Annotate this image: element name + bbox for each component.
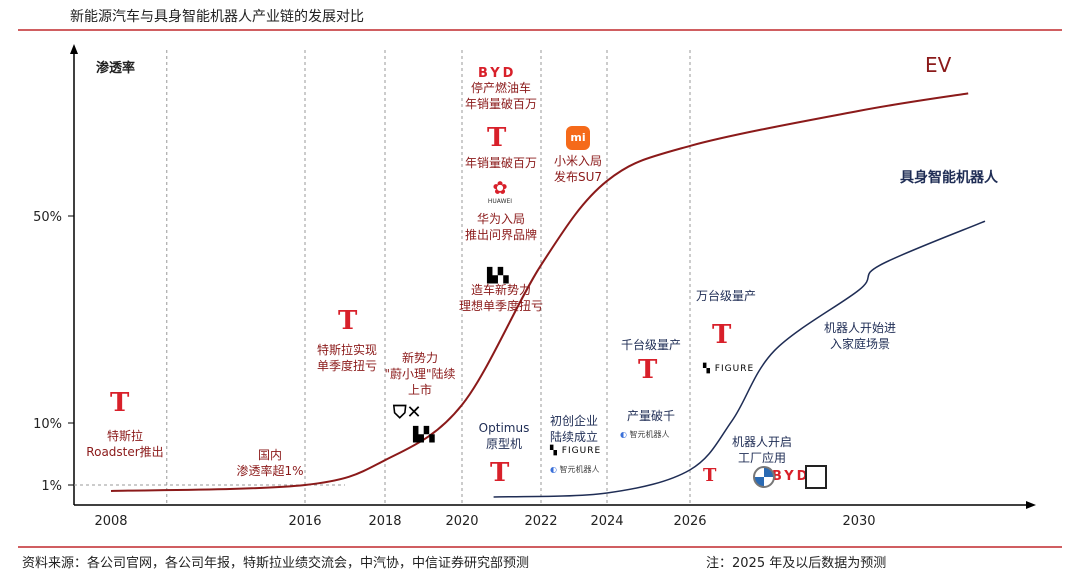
- series-label-robot: 具身智能机器人: [899, 169, 999, 186]
- annotation-line: 万台级量产: [695, 289, 756, 303]
- agibot-logo: ◐ 智元机器人: [550, 465, 600, 474]
- annotation-line: Roadster推出: [86, 445, 164, 459]
- annotation-factory: 机器人开启 工厂应用: [702, 434, 822, 466]
- x-tick-label: 2018: [368, 514, 401, 529]
- annotation-line: 入家庭场景: [829, 337, 890, 351]
- x-tick-label: 2016: [288, 514, 321, 529]
- y-tick-label: 1%: [41, 479, 62, 494]
- bmw-logo: [753, 466, 775, 488]
- huawei-logo: ✿ HUAWEI: [487, 178, 513, 206]
- footer-source: 资料来源：各公司官网，各公司年报，特斯拉业绩交流会，中汽协，中信证券研究部预测: [22, 556, 530, 571]
- x-tick-label: 2020: [445, 514, 478, 529]
- byd-logo: BYD: [478, 66, 517, 81]
- annotation-line: 工厂应用: [737, 451, 786, 465]
- y-tick-label: 50%: [33, 210, 62, 225]
- series-label-ev: EV: [925, 53, 952, 77]
- byd-logo: BYD: [772, 469, 811, 484]
- ev-curve: [110, 92, 969, 492]
- annotation-a2021c: 华为入局推出问界品牌: [441, 211, 561, 243]
- annotation-optimus: Optimus 原型机: [444, 420, 564, 452]
- annotation-line: 机器人开启: [731, 435, 792, 449]
- annotation-home: 机器人开始进 入家庭场景: [800, 320, 920, 352]
- annotation-line: 年销量破百万: [464, 97, 537, 111]
- tesla-logo: T: [490, 458, 510, 488]
- annotation-line: 造车新势力: [470, 283, 531, 297]
- annotation-a2016: 国内渗透率超1%: [210, 447, 330, 479]
- annotation-a2008: 特斯拉 Roadster推出: [65, 428, 185, 460]
- figure-logo: ▚ FIGURE: [550, 446, 602, 456]
- annotation-line: 理想单季度扭亏: [458, 299, 543, 313]
- x-axis-arrow: [1026, 501, 1036, 509]
- annotation-line: 陆续成立: [549, 430, 598, 444]
- nio-xpeng-li-logos: ⛉✕ ▙▚: [393, 402, 435, 443]
- annotation-a2019: 新势力 "蔚小理"陆续 上市: [360, 350, 480, 398]
- chart-title: 新能源汽车与具身智能机器人产业链的发展对比: [70, 8, 364, 25]
- annotation-line: 上市: [407, 383, 432, 397]
- tesla-logo: T: [338, 306, 358, 336]
- annotation-a2021b: 年销量破百万: [441, 155, 561, 171]
- annotation-line: 千台级量产: [620, 338, 681, 352]
- agibot-logo: ◐ 智元机器人: [620, 430, 670, 439]
- xiaomi-logo: mi: [566, 126, 590, 150]
- annotation-line: 渗透率超1%: [236, 464, 304, 478]
- annotation-line: 华为入局: [476, 212, 525, 226]
- x-tick-label: 2008: [94, 514, 127, 529]
- y-axis-arrow: [70, 44, 78, 54]
- annotation-line: 特斯拉实现: [316, 343, 377, 357]
- annotation-line: 小米入局: [553, 154, 602, 168]
- footer-note: 注：2025 年及以后数据为预测: [706, 556, 887, 571]
- annotation-line: 年销量破百万: [464, 156, 537, 170]
- li-auto-logo: ▙▚: [487, 268, 509, 284]
- robot-curve: [493, 220, 986, 498]
- tesla-logo: T: [638, 355, 658, 385]
- annotation-line: 特斯拉: [106, 429, 143, 443]
- annotation-a2021d: 造车新势力理想单季度扭亏: [441, 282, 561, 314]
- annotation-line: 发布SU7: [553, 170, 603, 184]
- annotation-prod1000: 产量破千: [591, 408, 711, 424]
- tesla-logo: T: [712, 320, 732, 350]
- x-tick-label: 2024: [590, 514, 623, 529]
- annotation-k10000: 万台级量产: [666, 288, 786, 304]
- annotation-line: "蔚小理"陆续: [384, 367, 456, 381]
- tesla-logo: T: [487, 123, 507, 153]
- tesla-logo: T: [703, 465, 717, 486]
- x-tick-label: 2030: [842, 514, 875, 529]
- ubtech-logo: [805, 465, 827, 489]
- annotation-a2017: 特斯拉实现单季度扭亏: [287, 342, 407, 374]
- x-tick-label: 2022: [524, 514, 557, 529]
- y-tick-label: 10%: [33, 417, 62, 432]
- annotation-line: 新势力: [401, 351, 438, 365]
- annotation-line: 初创企业: [549, 414, 598, 428]
- annotation-line: 单季度扭亏: [316, 359, 377, 373]
- annotation-a2023: 小米入局发布SU7: [518, 153, 638, 185]
- figure-logo: ▚ FIGURE: [703, 364, 755, 374]
- x-tick-label: 2026: [673, 514, 706, 529]
- y-axis-label: 渗透率: [96, 60, 135, 76]
- annotation-a2021a: 停产燃油车年销量破百万: [441, 80, 561, 112]
- annotation-k1000: 千台级量产: [591, 337, 711, 353]
- annotation-line: 产量破千: [626, 409, 675, 423]
- annotation-line: Optimus: [478, 421, 530, 435]
- annotation-line: 机器人开始进: [823, 321, 896, 335]
- annotation-line: 推出问界品牌: [464, 228, 537, 242]
- annotation-line: 国内: [257, 448, 282, 462]
- tesla-logo: T: [110, 388, 130, 418]
- annotation-line: 停产燃油车: [470, 81, 531, 95]
- annotation-startup: 初创企业 陆续成立: [514, 413, 634, 445]
- annotation-line: 原型机: [485, 437, 522, 451]
